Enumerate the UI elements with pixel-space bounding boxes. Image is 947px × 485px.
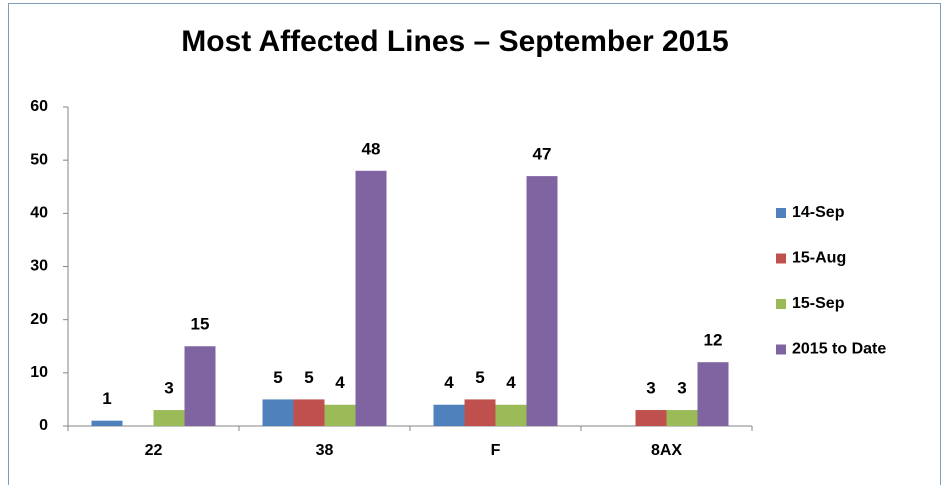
data-label: 12 [704,331,723,350]
y-tick-label: 60 [30,98,48,115]
bar [697,362,729,426]
y-tick-label: 10 [30,364,48,381]
data-label: 5 [273,368,282,387]
x-tick-label: 8AX [651,442,682,459]
x-tick-label: 22 [145,442,163,459]
legend-label: 15-Sep [792,295,845,312]
data-label: 1 [102,389,111,408]
bar [495,404,527,426]
data-label: 3 [646,379,655,398]
legend-swatch [776,208,786,218]
legend-label: 2015 to Date [792,341,886,358]
bar [91,420,123,426]
legend-label: 15-Aug [792,250,846,267]
data-label: 47 [533,145,552,164]
bar [293,399,325,426]
data-label: 5 [304,368,313,387]
data-label: 48 [362,139,381,158]
legend-swatch [776,253,786,264]
data-label: 3 [677,379,686,398]
bar [355,170,387,426]
data-label: 5 [475,368,484,387]
data-label: 4 [506,373,516,392]
bar [184,346,216,426]
data-label: 4 [444,373,454,392]
y-tick-label: 20 [30,311,48,328]
bar [153,410,185,426]
legend-swatch [776,344,786,355]
data-label: 15 [191,315,210,334]
data-label: 3 [164,379,173,398]
y-tick-label: 0 [39,417,48,434]
chart-title: Most Affected Lines – September 2015 [181,25,728,58]
bar [262,399,294,426]
bar [635,410,667,426]
data-label: 4 [335,373,345,392]
x-tick-label: 38 [316,442,334,459]
y-tick-label: 30 [30,258,48,275]
bar [324,404,356,426]
bar [433,404,465,426]
legend-label: 14-Sep [792,204,845,221]
y-tick-label: 50 [30,151,48,168]
x-tick-label: F [491,442,501,459]
y-tick-label: 40 [30,205,48,222]
bar [464,399,496,426]
bar [666,410,698,426]
bar [526,176,558,426]
legend-swatch [776,299,786,309]
